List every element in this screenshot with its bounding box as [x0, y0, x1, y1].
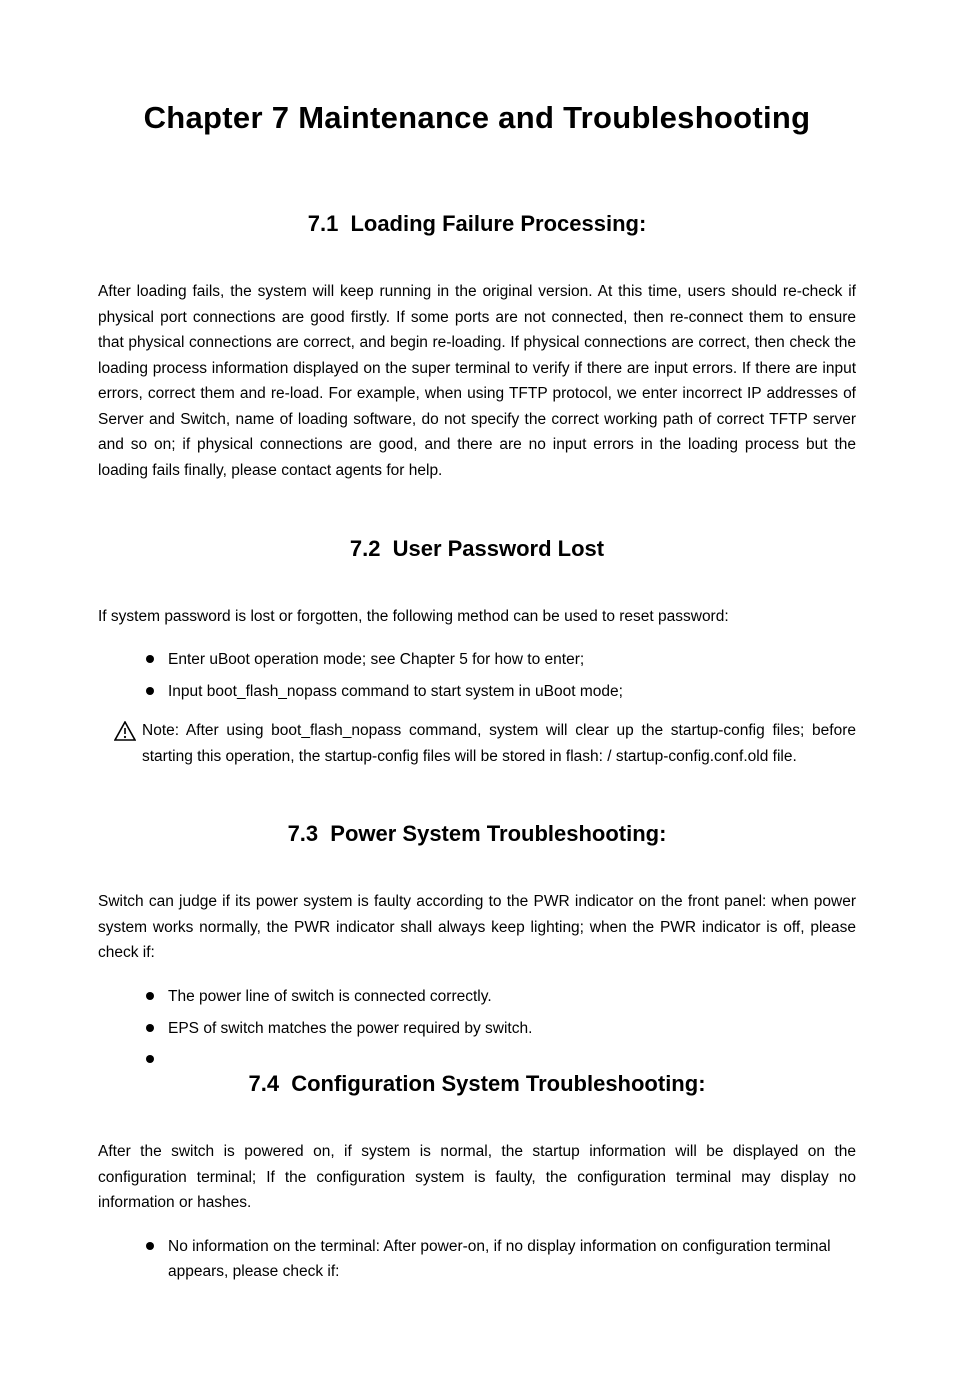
section-heading-text: Configuration System Troubleshooting:	[291, 1071, 705, 1096]
section-7-1: 7.1 Loading Failure Processing: After lo…	[98, 211, 856, 484]
section-7-3-body: Switch can judge if its power system is …	[98, 889, 856, 966]
section-7-4-title: 7.4 Configuration System Troubleshooting…	[98, 1071, 856, 1097]
list-item: No information on the terminal: After po…	[146, 1234, 856, 1285]
section-heading-text: Power System Troubleshooting:	[330, 821, 666, 846]
section-7-4-body: After the switch is powered on, if syste…	[98, 1139, 856, 1216]
list-item: Enter uBoot operation mode; see Chapter …	[146, 647, 856, 673]
section-number: 7.1	[308, 211, 339, 237]
list-item: Input boot_flash_nopass command to start…	[146, 679, 856, 705]
section-7-2-title: 7.2 User Password Lost	[98, 536, 856, 562]
section-heading-text: User Password Lost	[393, 536, 605, 561]
chapter-prefix: Chapter 7	[144, 100, 290, 135]
section-7-4: 7.4 Configuration System Troubleshooting…	[98, 1071, 856, 1285]
section-number: 7.4	[248, 1071, 279, 1097]
section-7-4-list: No information on the terminal: After po…	[98, 1234, 856, 1285]
list-item: EPS of switch matches the power required…	[146, 1016, 856, 1042]
section-7-3-title: 7.3 Power System Troubleshooting:	[98, 821, 856, 847]
section-7-2: 7.2 User Password Lost If system passwor…	[98, 536, 856, 770]
section-7-3: 7.3 Power System Troubleshooting: Switch…	[98, 821, 856, 1041]
section-7-3-list: The power line of switch is connected co…	[98, 984, 856, 1041]
warning-icon	[114, 721, 136, 741]
section-7-1-body: After loading fails, the system will kee…	[98, 279, 856, 484]
chapter-name: Maintenance and Troubleshooting	[298, 100, 810, 135]
section-7-1-title: 7.1 Loading Failure Processing:	[98, 211, 856, 237]
warning-note-text: Note: After using boot_flash_nopass comm…	[142, 718, 856, 769]
section-heading-text: Loading Failure Processing:	[350, 211, 646, 236]
chapter-title: Chapter 7 Maintenance and Troubleshootin…	[98, 100, 856, 136]
section-number: 7.3	[288, 821, 319, 847]
warning-note: Note: After using boot_flash_nopass comm…	[98, 718, 856, 769]
list-item: The power line of switch is connected co…	[146, 984, 856, 1010]
section-7-2-list: Enter uBoot operation mode; see Chapter …	[98, 647, 856, 704]
section-7-2-body: If system password is lost or forgotten,…	[98, 604, 856, 630]
section-number: 7.2	[350, 536, 381, 562]
